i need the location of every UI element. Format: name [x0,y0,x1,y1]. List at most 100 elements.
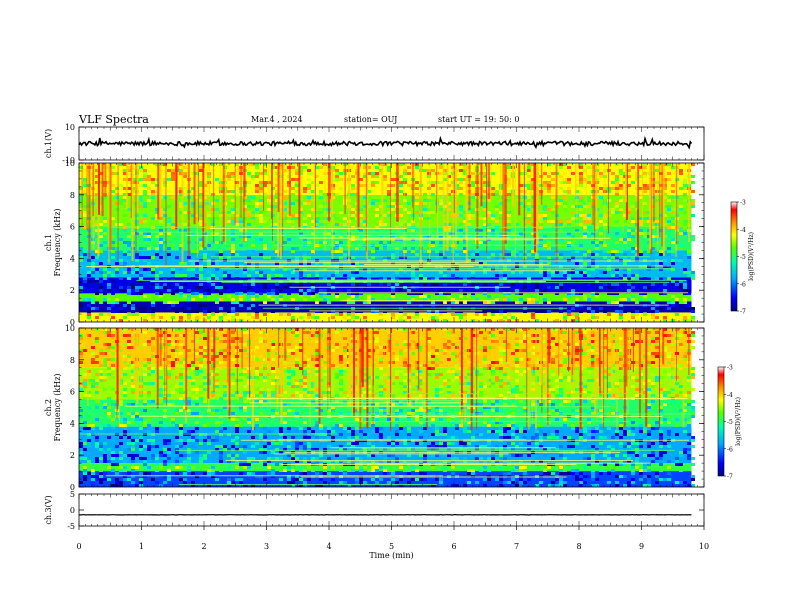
sferic-streak [187,163,190,257]
spectrogram-cell [659,241,663,244]
spectrogram-cell [315,274,319,277]
spectrogram-cell [331,295,335,298]
spectrogram-cell [95,214,99,217]
spectrogram-cell [559,265,563,268]
spectrogram-cell [687,307,691,310]
spectrogram-cell [283,391,287,394]
spectrogram-cell [363,301,367,304]
spectrogram-cell [95,217,99,220]
spectrogram-cell [359,268,363,271]
spectrogram-cell [119,319,123,322]
spectrogram-cell [283,196,287,199]
spectrogram-cell [227,277,231,280]
spectrogram-cell [655,274,659,277]
spectrogram-cell [499,358,503,361]
spectrogram-cell [591,268,595,271]
spectrogram-cell [583,337,587,340]
spectrogram-cell [79,394,83,397]
spectrogram-cell [239,298,243,301]
spectrogram-cell [451,274,455,277]
spectrogram-cell [171,277,175,280]
spectrogram-cell [83,196,87,199]
spectrogram-cell [587,175,591,178]
spectrogram-cell [591,379,595,382]
spectrogram-cell [391,361,395,364]
sferic-streak [452,163,454,263]
spectrogram-cell [387,211,391,214]
spectrogram-cell [103,331,107,334]
spectrogram-cell [563,205,567,208]
spectrogram-cell [671,211,675,214]
spectrogram-cell [327,301,331,304]
spectrogram-cell [379,163,383,166]
spectrogram-cell [295,256,299,259]
spectrogram-cell [283,313,287,316]
spectrogram-cell [439,241,443,244]
spectrogram-cell [671,400,675,403]
spectrogram-cell [143,235,147,238]
spectrogram-cell [575,313,579,316]
spectrogram-cell [159,250,163,253]
spectrogram-cell [539,268,543,271]
spectrogram-cell [299,166,303,169]
spectrogram-cell [223,271,227,274]
spectrogram-cell [399,175,403,178]
spectrogram-cell [643,265,647,268]
spectrogram-cell [195,286,199,289]
spectrogram-cell [391,253,395,256]
spectrogram-cell [479,403,483,406]
spectrogram-cell [339,235,343,238]
spectrogram-cell [507,313,511,316]
spectrogram-cell [331,409,335,412]
spectrogram-cell [199,361,203,364]
spectrogram-cell [619,355,623,358]
spectrogram-cell [651,193,655,196]
spectrogram-cell [191,298,195,301]
spectrogram-cell [335,394,339,397]
spectrogram-cell [447,319,451,322]
spectrogram-cell [591,310,595,313]
spectrogram-cell [271,292,275,295]
spectrogram-cell [463,205,467,208]
spectrogram-cell [199,337,203,340]
spectrogram-cell [247,235,251,238]
spectrogram-cell [339,241,343,244]
spectrogram-cell [435,313,439,316]
spectrogram-cell [607,208,611,211]
spectrogram-cell [191,232,195,235]
spectrogram-cell [267,223,271,226]
spectrogram-cell [483,289,487,292]
spectrogram-cell [335,169,339,172]
spectrogram-cell [651,355,655,358]
spectrogram-cell [287,352,291,355]
spectrogram-cell [551,259,555,262]
spectrogram-cell [583,385,587,388]
spectrogram-cell [351,403,355,406]
spectrogram-cell [287,355,291,358]
spectrogram-cell [343,337,347,340]
spectrogram-cell [559,331,563,334]
spectrogram-cell [599,409,603,412]
sferic-streak [596,163,598,233]
spectrogram-cell [171,175,175,178]
spectrogram-cell [591,283,595,286]
spectrogram-cell [491,346,495,349]
spectrogram-cell [543,289,547,292]
spectrogram-cell [491,313,495,316]
spectrogram-cell [379,406,383,409]
sferic-streak [175,163,178,230]
spectrogram-cell [431,316,435,319]
spectrogram-cell [107,349,111,352]
spectrogram-cell [483,265,487,268]
spectrogram-cell [683,247,687,250]
spectrogram-cell [355,388,359,391]
spectrogram-cell [379,172,383,175]
spectrogram-cell [455,187,459,190]
spectrogram-cell [643,181,647,184]
spectrogram-cell [519,184,523,187]
spectrogram-cell [291,406,295,409]
spectrogram-cell [127,301,131,304]
spectrogram-cell [651,406,655,409]
spectrogram-cell [199,223,203,226]
spectrogram-cell [671,301,675,304]
